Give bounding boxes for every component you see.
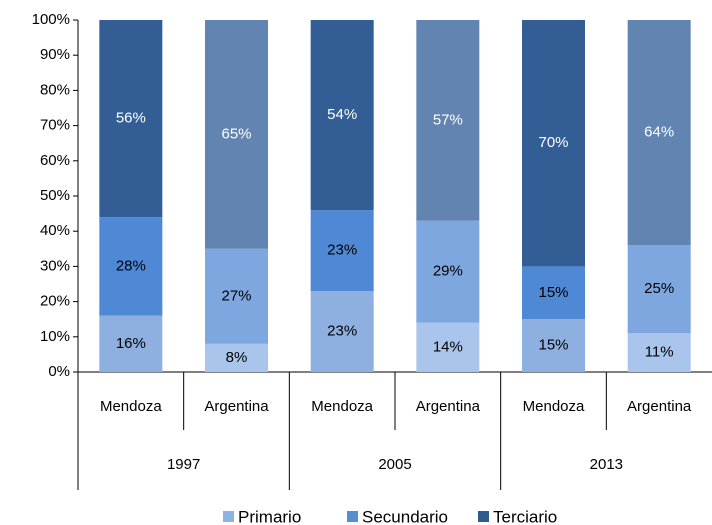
group-label: 2013 bbox=[590, 456, 623, 473]
data-label: 29% bbox=[433, 263, 463, 280]
bar-segment bbox=[205, 343, 268, 372]
bar-segment bbox=[627, 20, 691, 246]
group-label: 1997 bbox=[167, 456, 200, 473]
y-tick-label: 70% bbox=[40, 117, 70, 134]
x-tick-label: Mendoza bbox=[311, 398, 373, 415]
y-tick-label: 0% bbox=[48, 363, 70, 380]
data-label: 25% bbox=[644, 280, 674, 297]
data-label: 8% bbox=[226, 349, 248, 366]
y-tick-label: 50% bbox=[40, 187, 70, 204]
y-tick-label: 60% bbox=[40, 152, 70, 169]
y-tick-label: 20% bbox=[40, 293, 70, 310]
bar-segment bbox=[522, 20, 585, 267]
legend-swatch bbox=[478, 511, 489, 522]
bar-segment bbox=[310, 291, 374, 372]
y-tick-label: 30% bbox=[40, 257, 70, 274]
x-tick-label: Argentina bbox=[204, 398, 269, 415]
data-label: 57% bbox=[433, 111, 463, 128]
y-tick-label: 100% bbox=[32, 11, 70, 28]
data-label: 15% bbox=[538, 284, 568, 301]
bar-segment bbox=[205, 248, 268, 344]
legend-label: Terciario bbox=[493, 507, 557, 525]
data-label: 11% bbox=[645, 344, 674, 361]
x-tick-label: Mendoza bbox=[100, 398, 162, 415]
data-label: 23% bbox=[327, 322, 357, 339]
bar-segment bbox=[205, 20, 268, 249]
y-tick-label: 40% bbox=[40, 222, 70, 239]
bar-segment bbox=[416, 322, 480, 372]
y-tick-label: 10% bbox=[40, 328, 70, 345]
bar-segment bbox=[522, 266, 585, 320]
group-label: 2005 bbox=[378, 456, 411, 473]
data-label: 23% bbox=[327, 242, 357, 259]
y-tick-label: 80% bbox=[40, 81, 70, 98]
bar-segment bbox=[522, 319, 585, 372]
data-label: 54% bbox=[327, 106, 357, 123]
data-label: 70% bbox=[538, 134, 568, 151]
data-label: 64% bbox=[644, 124, 674, 141]
bar-segment bbox=[99, 20, 163, 218]
data-label: 56% bbox=[116, 110, 146, 127]
data-label: 15% bbox=[538, 337, 568, 354]
bar-segment bbox=[416, 220, 480, 323]
bar-segment bbox=[310, 210, 374, 292]
bar-segment bbox=[627, 333, 691, 372]
legend-label: Primario bbox=[238, 507, 301, 525]
bar-segment bbox=[416, 20, 480, 221]
legend-swatch bbox=[347, 511, 358, 522]
data-label: 16% bbox=[116, 335, 146, 352]
x-tick-label: Argentina bbox=[416, 398, 481, 415]
data-label: 65% bbox=[221, 125, 251, 142]
x-tick-label: Mendoza bbox=[523, 398, 585, 415]
x-tick-label: Argentina bbox=[627, 398, 692, 415]
data-label: 27% bbox=[221, 287, 251, 304]
data-label: 14% bbox=[433, 338, 463, 355]
y-tick-label: 90% bbox=[40, 46, 70, 63]
legend-label: Secundario bbox=[362, 507, 448, 525]
bar-segment bbox=[99, 315, 163, 372]
bar-segment bbox=[310, 20, 374, 211]
bar-segment bbox=[627, 245, 691, 334]
bar-segment bbox=[99, 217, 163, 316]
data-label: 28% bbox=[116, 257, 146, 274]
legend-swatch bbox=[223, 511, 234, 522]
